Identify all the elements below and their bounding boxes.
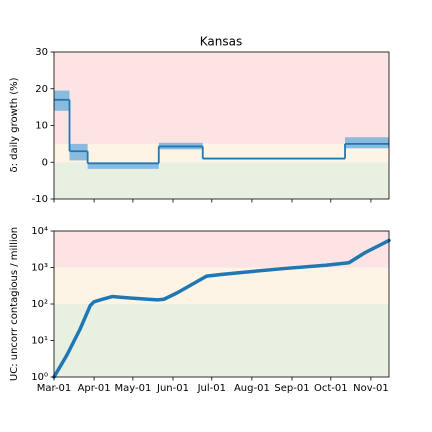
zone-band xyxy=(54,231,389,268)
x-tick-label: Jul-01 xyxy=(197,383,226,394)
y-axis-label: δ: daily growth (%) xyxy=(9,77,20,172)
x-tick-label: Oct-01 xyxy=(314,383,348,394)
y-tick-label: 20 xyxy=(35,84,48,95)
y-tick-label: 10² xyxy=(31,299,48,310)
x-tick-label: Apr-01 xyxy=(78,383,111,394)
confidence-band xyxy=(69,143,88,161)
y-axis-label: UC: uncorr contagious / million xyxy=(9,227,20,381)
zone-band xyxy=(54,143,389,163)
chart-title: Kansas xyxy=(200,35,242,49)
y-tick-label: -10 xyxy=(32,194,48,205)
data-line xyxy=(52,238,391,379)
x-tick-label: Jun-01 xyxy=(156,383,189,394)
y-tick-label: 10⁰ xyxy=(31,372,48,383)
y-tick-label: 10¹ xyxy=(31,336,48,347)
zone-band xyxy=(54,52,389,144)
y-tick-label: 10³ xyxy=(31,263,48,274)
confidence-band xyxy=(87,162,159,169)
x-tick-label: Sep-01 xyxy=(274,383,309,394)
x-tick-label: May-01 xyxy=(114,383,151,394)
x-tick-label: Nov-01 xyxy=(353,383,389,394)
y-tick-label: 10 xyxy=(35,121,48,132)
y-tick-label: 30 xyxy=(35,47,48,58)
confidence-band xyxy=(345,137,389,149)
x-tick-label: Mar-01 xyxy=(37,383,72,394)
y-tick-label: 10⁴ xyxy=(31,226,48,237)
y-tick-label: 0 xyxy=(42,157,48,168)
zone-band xyxy=(54,304,389,377)
confidence-band xyxy=(54,90,70,111)
x-tick-label: Aug-01 xyxy=(234,383,270,394)
